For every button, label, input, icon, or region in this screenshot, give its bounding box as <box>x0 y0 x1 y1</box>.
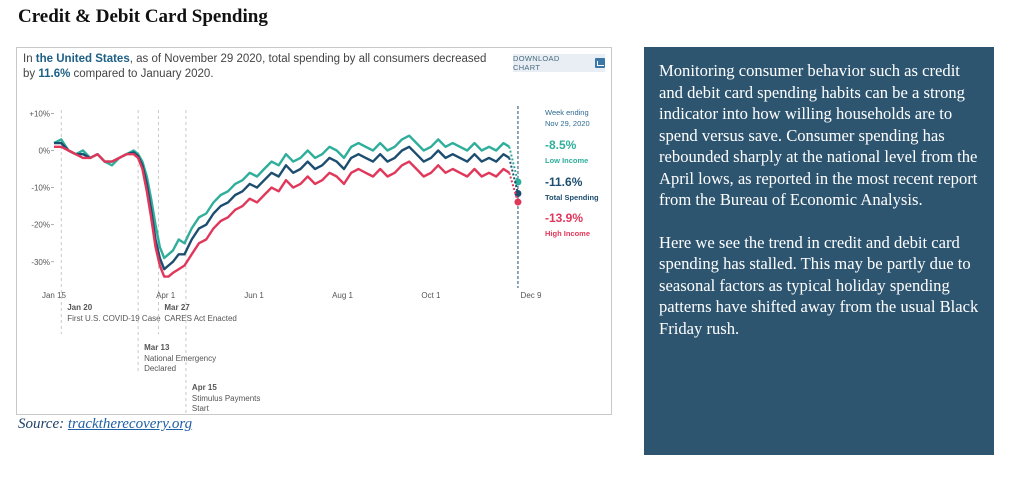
series-end-point <box>514 198 522 206</box>
series-name-label: Total Spending <box>545 193 599 202</box>
chart-caption: In the United States, as of November 29 … <box>23 52 493 82</box>
spending-line-chart: +10% 0% -10% -20% -30% Jan 20 First U.S. COVID… <box>29 106 599 414</box>
series-end-value: -13.9% <box>545 211 583 225</box>
commentary-paragraph-2: Here we see the trend in credit and debi… <box>659 232 979 338</box>
x-tick-label: Dec 9 <box>521 291 542 300</box>
y-tick-label: +10% <box>29 109 50 118</box>
series-projection <box>508 172 519 203</box>
event-date: Mar 13 <box>144 343 170 352</box>
y-tick-label: 0% <box>38 147 50 156</box>
end-marker-label: Week ending <box>545 108 589 117</box>
page-title: Credit & Debit Card Spending <box>18 6 268 27</box>
event-label: First U.S. COVID-19 Case <box>67 314 161 323</box>
event-label: Declared <box>144 364 176 373</box>
caption-location: the United States <box>35 53 130 65</box>
event-label: CARES Act Enacted <box>164 314 236 323</box>
y-tick-label: -20% <box>31 221 50 230</box>
series-line-total-spending <box>54 141 510 271</box>
source-link[interactable]: tracktherecovery.org <box>67 416 193 432</box>
series-line-high-income <box>54 145 510 278</box>
x-tick-label: Oct 1 <box>421 291 441 300</box>
source-prefix: Source: <box>18 416 68 432</box>
download-chart-button[interactable]: DOWNLOAD CHART <box>513 54 605 72</box>
event-label: Start <box>192 404 210 413</box>
series-end-point <box>514 190 522 198</box>
y-tick-label: -10% <box>31 184 50 193</box>
event-date: Jan 20 <box>67 303 92 312</box>
series-name-label: High Income <box>545 229 590 238</box>
source-note: Source: tracktherecovery.org <box>18 416 192 433</box>
commentary-paragraph-1: Monitoring consumer behavior such as cre… <box>659 61 978 209</box>
x-tick-label: Jan 15 <box>42 291 67 300</box>
series-end-point <box>514 178 522 186</box>
download-chart-label: DOWNLOAD CHART <box>513 54 560 72</box>
event-label: Stimulus Payments <box>192 394 260 403</box>
caption-suffix: compared to January 2020. <box>70 68 214 80</box>
series-end-value: -8.5% <box>545 138 577 152</box>
chart-card: In the United States, as of November 29 … <box>16 47 612 415</box>
commentary-panel: Monitoring consumer behavior such as cre… <box>644 47 994 455</box>
event-label: National Emergency <box>144 354 216 363</box>
x-tick-label: Apr 1 <box>156 291 176 300</box>
series-name-label: Low Income <box>545 156 588 165</box>
caption-middle: , as of November 29 2020, total spending… <box>23 53 487 80</box>
series-end-value: -11.6% <box>545 175 583 189</box>
image-icon <box>595 58 605 68</box>
x-tick-label: Aug 1 <box>332 291 353 300</box>
end-marker-date: Nov 29, 2020 <box>545 119 590 128</box>
event-date: Mar 27 <box>164 303 190 312</box>
y-tick-label: -30% <box>31 258 50 267</box>
caption-percent: 11.6% <box>38 68 71 80</box>
caption-prefix: In <box>23 53 36 65</box>
event-date: Apr 15 <box>192 383 217 392</box>
x-tick-label: Jun 1 <box>244 291 264 300</box>
series-line-low-income <box>53 134 510 260</box>
